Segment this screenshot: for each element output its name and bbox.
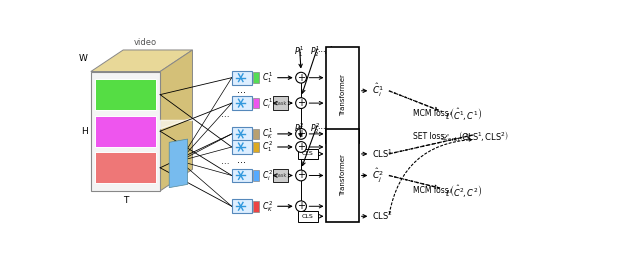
Text: $C_1^2$: $C_1^2$ [262,140,273,154]
Text: $\ell^i\!\left(\hat{C}^1\!,C^1\right)$: $\ell^i\!\left(\hat{C}^1\!,C^1\right)$ [445,106,482,122]
Bar [253,72,259,83]
Polygon shape [169,139,188,188]
Bar [253,98,259,109]
Bar [253,142,259,152]
Bar [95,116,156,147]
Text: W: W [79,54,88,63]
Text: mask: mask [274,173,287,178]
Bar [232,168,252,183]
Bar [232,199,252,213]
Text: $P_1^2$: $P_1^2$ [294,122,305,136]
Polygon shape [160,118,193,129]
Text: mask: mask [274,101,287,105]
Text: $C_K^2$: $C_K^2$ [262,199,273,214]
Bar [91,71,160,191]
Text: ...: ... [221,157,230,166]
FancyArrowPatch shape [389,138,472,214]
Text: ...: ... [237,86,246,95]
Text: +: + [297,98,305,108]
Text: video: video [134,38,157,47]
Text: $C_1^1$: $C_1^1$ [262,70,273,85]
Bar [253,201,259,212]
Text: $P_2^1\!\cdots\!P_K^1$: $P_2^1\!\cdots\!P_K^1$ [310,45,334,59]
Circle shape [296,170,307,181]
Text: +: + [297,129,305,139]
Text: MCM loss: MCM loss [413,186,449,195]
Bar [273,96,288,110]
Text: CLS: CLS [302,214,314,219]
Text: SET loss: SET loss [413,133,444,142]
Text: CLS$^2$: CLS$^2$ [372,210,393,222]
Text: ...: ... [221,110,230,119]
Text: CLS$^1$: CLS$^1$ [372,148,393,160]
Text: T: T [123,196,128,205]
Circle shape [296,129,307,139]
Bar [273,168,288,183]
Bar [253,170,259,181]
Bar [232,96,252,110]
Text: +: + [297,170,305,180]
Circle shape [296,201,307,212]
Bar [232,71,252,85]
Bar [298,148,318,159]
Text: $\hat{C}_j^2$: $\hat{C}_j^2$ [372,167,383,184]
Text: $C_i^2$: $C_i^2$ [262,168,273,183]
Text: +: + [297,73,305,83]
Circle shape [296,72,307,83]
Text: CLS: CLS [302,151,314,156]
Text: $P_2^2\!\cdots\!P_K^2$: $P_2^2\!\cdots\!P_K^2$ [310,122,334,136]
Text: $C_i^1$: $C_i^1$ [262,96,273,111]
Text: $P_1^1$: $P_1^1$ [294,45,305,59]
Polygon shape [91,50,193,71]
Text: $\mathscr{L}_{\mathrm{cntr}}\!\left(\mathrm{CLS}^1\!,\mathrm{CLS}^2\right)$: $\mathscr{L}_{\mathrm{cntr}}\!\left(\mat… [440,130,509,144]
Bar [95,79,156,110]
Text: Transformer: Transformer [340,155,346,196]
Text: Transformer: Transformer [340,74,346,116]
Text: $\hat{C}_i^1$: $\hat{C}_i^1$ [372,82,384,99]
Bar [232,140,252,154]
Circle shape [296,98,307,109]
Circle shape [296,142,307,152]
Bar [232,127,252,141]
Text: +: + [297,201,305,211]
Text: MCM loss: MCM loss [413,109,449,118]
Text: H: H [81,127,88,136]
Bar [253,129,259,139]
Bar [326,129,359,222]
Polygon shape [160,50,193,191]
Bar [95,152,156,183]
Bar [298,211,318,222]
Text: $\ell^j\!\left(\hat{C}^2\!,C^2\right)$: $\ell^j\!\left(\hat{C}^2\!,C^2\right)$ [445,183,482,199]
Text: ...: ... [237,155,246,165]
Bar [326,47,359,143]
Text: +: + [297,142,305,152]
Text: $C_K^1$: $C_K^1$ [262,126,273,141]
